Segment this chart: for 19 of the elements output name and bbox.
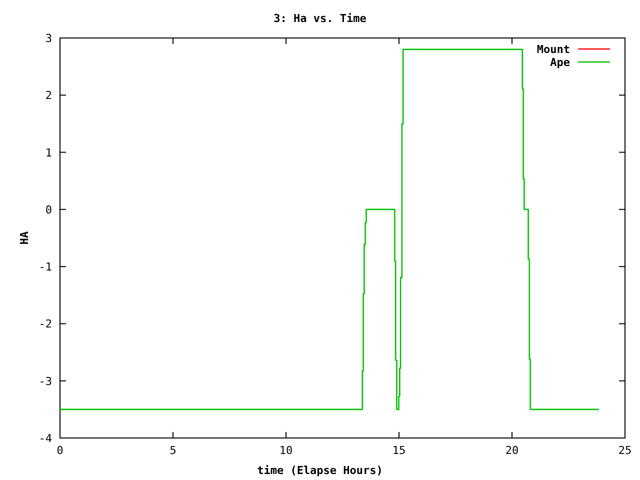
y-tick-label: 1 [45,146,52,160]
y-tick-label: 3 [45,32,52,45]
y-tick-label: 0 [45,203,52,216]
x-tick-label: 20 [505,444,519,457]
y-tick-label: -2 [38,318,52,331]
y-tick-label: -3 [38,374,52,388]
legend-label: Ape [550,56,570,69]
y-tick-label: -4 [38,432,52,445]
x-axis-title: time (Elapse Hours) [257,464,383,477]
x-tick-label: 0 [56,444,64,457]
legend-label: Mount [536,43,570,56]
y-tick-label: 2 [45,89,52,102]
x-tick-label: 10 [279,444,293,457]
y-tick-label: -1 [38,260,52,274]
y-axis-title: HA [18,231,31,245]
x-tick-label: 5 [170,444,176,457]
x-tick-label: 25 [618,444,632,457]
x-tick-label: 15 [392,444,406,457]
chart-title: 3: Ha vs. Time [274,12,367,25]
